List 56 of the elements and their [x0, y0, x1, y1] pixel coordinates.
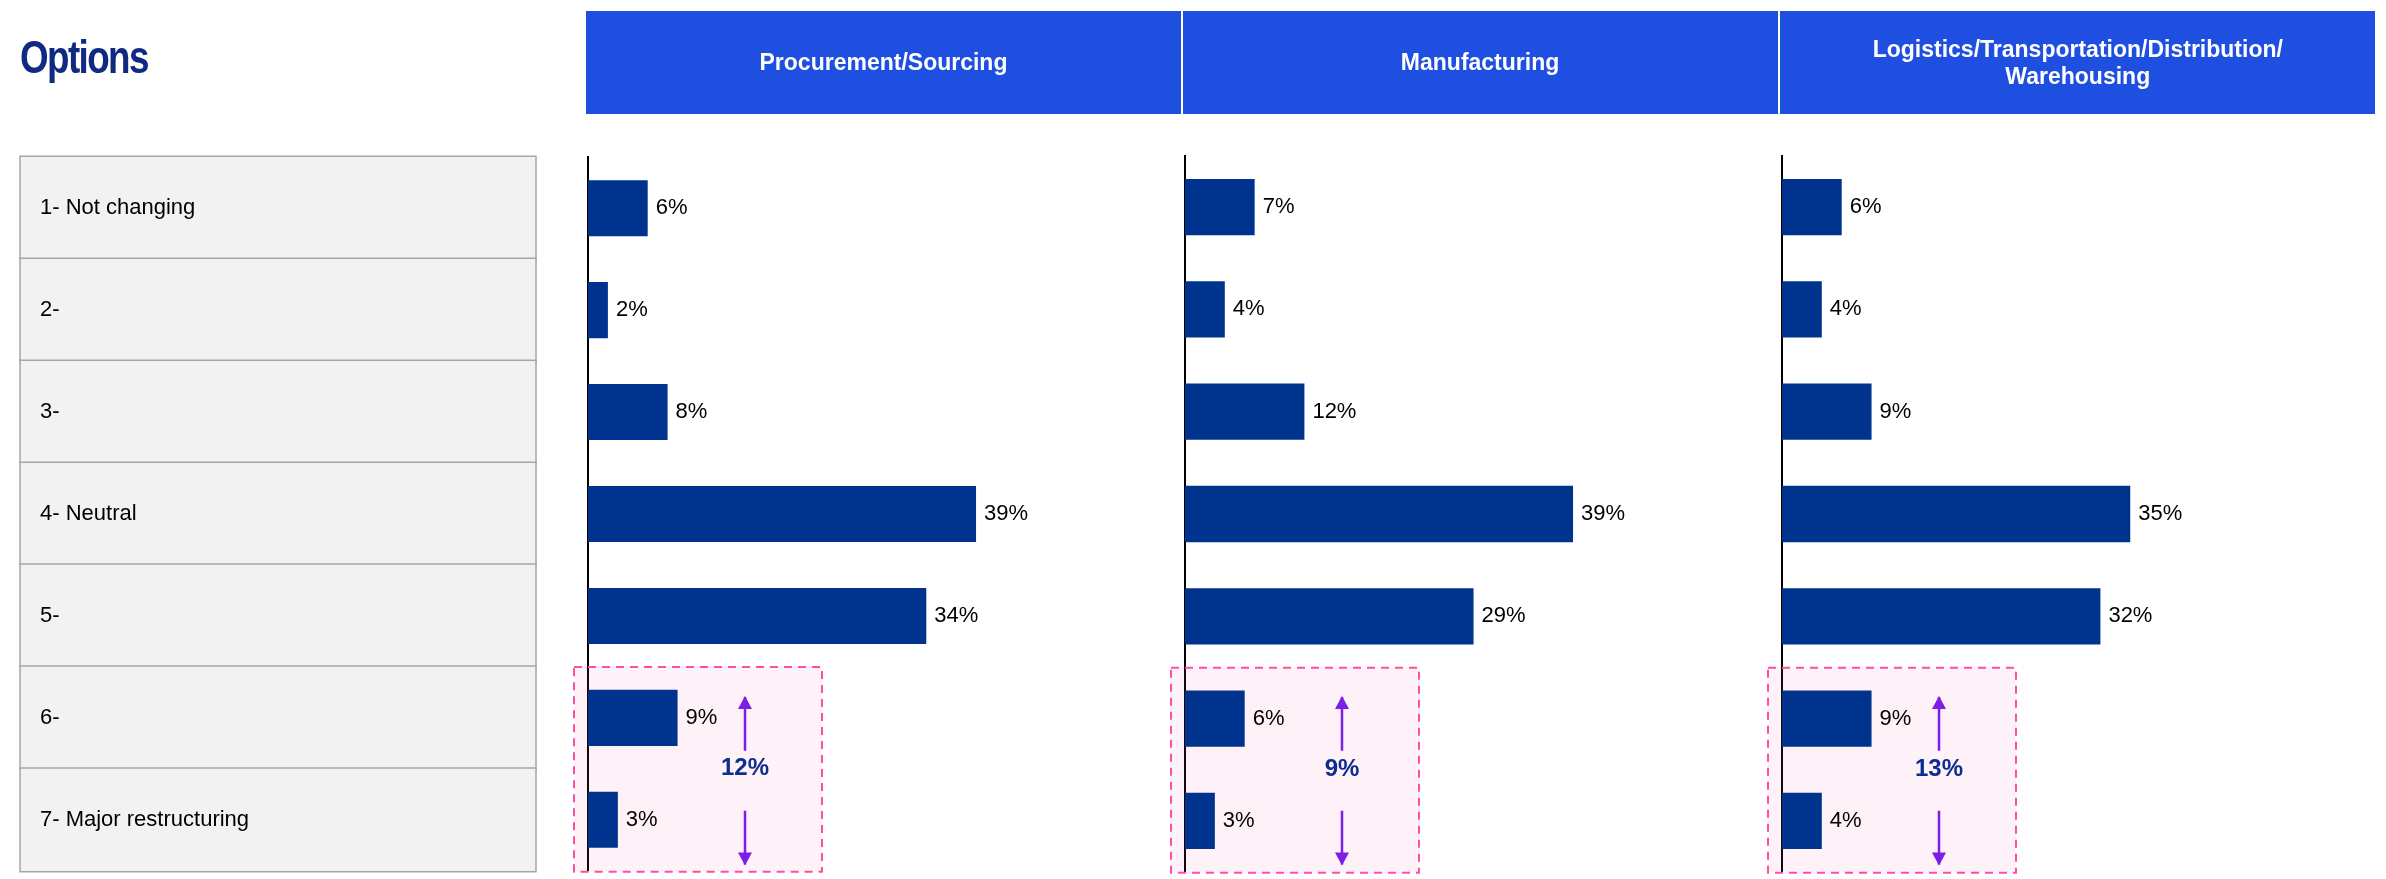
annotation: 12% [720, 753, 770, 781]
y-tick-label: 3- [40, 398, 60, 424]
bar [1184, 383, 1304, 440]
chart-title: Manufacturing [1182, 11, 1778, 114]
data-label: 6% [1849, 193, 1882, 219]
data-label: 35% [2138, 500, 2183, 526]
data-label: 4% [1830, 295, 1862, 321]
chart-title: Logistics/Transportation/Distribution/ Warehousing [1780, 11, 2376, 114]
data-label: 6% [655, 194, 688, 220]
y-tick-label: 5- [40, 602, 60, 628]
data-label: 39% [984, 500, 1029, 526]
bar [1782, 690, 1872, 747]
bar [1184, 179, 1255, 236]
bar [588, 791, 618, 848]
data-label: 4% [1232, 295, 1265, 321]
y-tick-label: 6- [40, 703, 60, 729]
chart-title: Procurement/Sourcing [586, 11, 1181, 114]
annotation: 9% [1324, 754, 1359, 782]
bar [1184, 690, 1245, 747]
bar [1184, 792, 1215, 849]
bar [1782, 281, 1823, 338]
bar [1782, 485, 2131, 543]
data-label: 9% [1879, 397, 1912, 423]
data-label: 7% [1262, 193, 1295, 219]
data-label: 39% [1580, 500, 1625, 526]
bar [588, 689, 678, 746]
data-label: 3% [1222, 806, 1255, 832]
y-axis-title: Options [20, 30, 148, 84]
y-tick-label: 1- Not changing [40, 194, 196, 220]
data-label: 9% [1879, 704, 1912, 730]
bar [1184, 281, 1225, 338]
bar [588, 384, 668, 441]
data-label: 8% [675, 398, 708, 424]
bar [588, 587, 927, 644]
bar [1184, 588, 1474, 645]
bar [588, 282, 608, 339]
data-label: 9% [685, 703, 718, 729]
data-label: 32% [2108, 602, 2153, 628]
bar [588, 180, 648, 237]
bar [1782, 792, 1823, 849]
data-label: 4% [1830, 806, 1862, 832]
bar [1184, 485, 1573, 543]
data-label: 3% [625, 805, 658, 831]
data-label: 34% [934, 602, 979, 628]
bar [588, 485, 977, 543]
bar [1782, 383, 1872, 440]
bar [1782, 588, 2101, 645]
data-label: 29% [1481, 602, 1526, 628]
data-label: 12% [1311, 397, 1357, 423]
y-tick-label: 7- Major restructuring [40, 805, 250, 831]
y-tick-label: 4- Neutral [40, 500, 137, 526]
y-tick-label: 2- [40, 296, 60, 322]
bar [1782, 179, 1842, 236]
annotation: 13% [1915, 754, 1964, 782]
data-label: 6% [1252, 704, 1285, 730]
data-label: 2% [615, 296, 648, 322]
